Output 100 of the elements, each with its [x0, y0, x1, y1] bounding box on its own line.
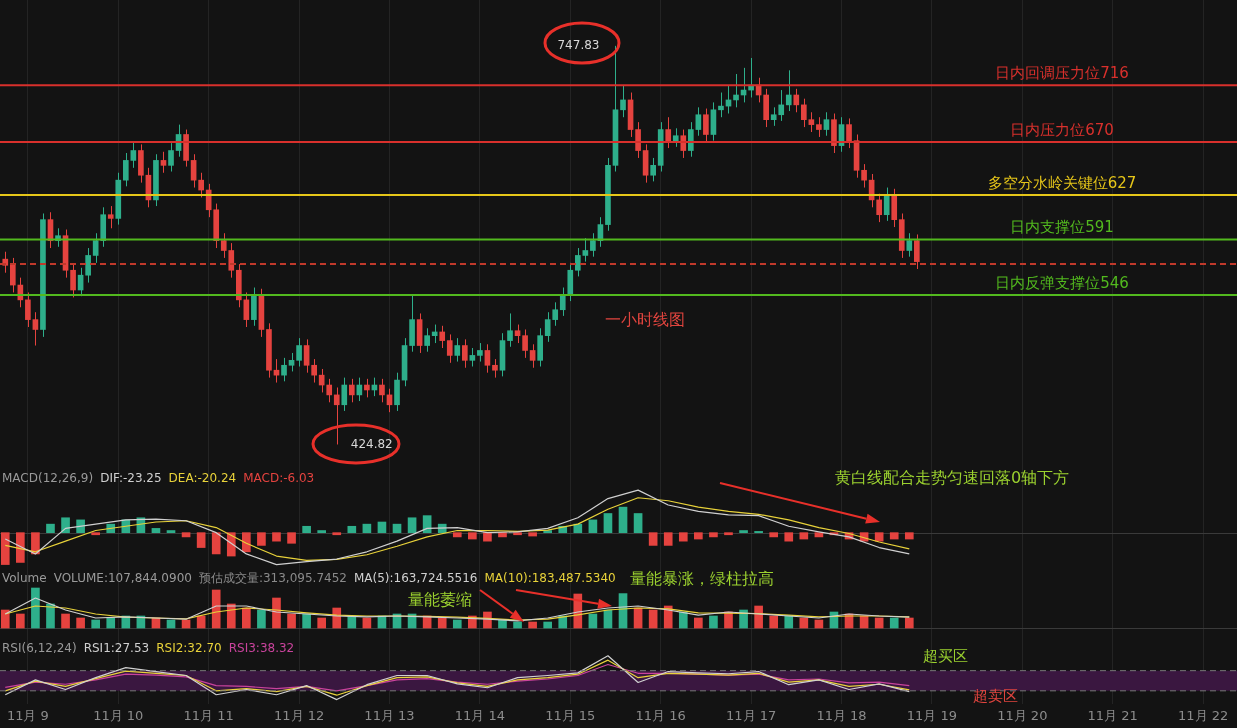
candlestick	[168, 142, 174, 173]
bar	[437, 617, 447, 629]
bar	[874, 532, 884, 542]
text: MA(10):183,487.5340	[484, 571, 616, 586]
x-tick-label: 11月 10	[93, 707, 144, 723]
ref-line-label: 多空分水岭关键位627	[987, 173, 1137, 192]
candlestick	[311, 358, 317, 384]
candlestick	[695, 106, 702, 137]
bar	[302, 613, 311, 629]
candlestick	[800, 98, 807, 128]
candlestick	[635, 121, 641, 159]
bar	[61, 613, 70, 629]
annotation: 一小时线图	[605, 310, 685, 330]
ref-line-label: 超卖区	[972, 686, 1018, 705]
bar	[181, 532, 191, 538]
x-tick-label: 11月 14	[454, 707, 505, 723]
bar	[91, 619, 101, 629]
bar	[106, 617, 116, 629]
bar	[904, 532, 914, 540]
bar	[242, 532, 251, 553]
candlestick	[665, 116, 672, 149]
chart-title: Volume	[2, 571, 47, 586]
candlestick	[861, 163, 867, 189]
bar	[317, 530, 327, 533]
candlestick	[680, 129, 687, 159]
candlestick	[446, 333, 453, 364]
bar	[257, 609, 266, 629]
bar	[618, 506, 628, 533]
candlestick	[514, 324, 521, 344]
candlestick	[439, 325, 446, 349]
candlestick	[733, 73, 739, 108]
bar	[211, 589, 221, 629]
bar	[799, 617, 809, 629]
bar	[784, 615, 794, 629]
candlestick	[477, 342, 483, 363]
bar	[46, 603, 55, 629]
bar	[528, 621, 537, 629]
series-label: VOLUME:107,844.0900	[53, 571, 192, 586]
x-tick-label: 11月 20	[997, 707, 1048, 723]
candlestick	[160, 151, 167, 174]
candlestick	[590, 232, 596, 258]
bar	[76, 617, 85, 629]
x-tick-label: 11月 17	[725, 707, 777, 723]
candlestick	[718, 92, 724, 118]
bar	[31, 587, 40, 629]
bar	[678, 532, 688, 542]
bar	[377, 521, 387, 533]
bar	[588, 519, 598, 533]
bar	[0, 609, 10, 629]
chart-title: RSI(6,12,24)	[2, 641, 77, 656]
bar	[46, 523, 55, 533]
candlestick	[484, 343, 491, 374]
bar	[151, 528, 161, 533]
bar	[528, 532, 537, 537]
candlestick	[122, 152, 129, 187]
series-label: RSI1:27.53	[83, 641, 150, 656]
bar	[211, 532, 221, 555]
bar	[452, 532, 462, 538]
candlestick	[341, 377, 348, 412]
bar	[272, 532, 281, 542]
candlestick	[650, 157, 656, 182]
bar	[663, 532, 673, 546]
bar	[904, 617, 914, 629]
text: DEA:-20.24	[168, 471, 237, 486]
candlestick	[559, 287, 566, 317]
x-tick-label: 11月 13	[364, 707, 415, 723]
bar	[166, 530, 176, 533]
candlestick	[461, 338, 468, 369]
annotation: 747.83	[557, 37, 600, 52]
candlestick	[823, 111, 830, 137]
bar	[543, 621, 553, 629]
annotation: 量能萎缩	[408, 590, 472, 610]
bar	[769, 615, 779, 629]
text: DIF:-23.25	[100, 471, 162, 486]
bar	[302, 525, 311, 533]
bar	[196, 532, 206, 548]
annotation: 量能暴涨，绿柱拉高	[630, 569, 774, 589]
bar	[754, 605, 763, 629]
candlestick	[687, 121, 694, 158]
text: 预估成交量:313,095.7452	[198, 571, 347, 586]
bar	[799, 532, 809, 540]
candlestick	[529, 343, 536, 369]
candlestick	[574, 247, 581, 277]
candlestick	[379, 378, 385, 403]
candlestick	[469, 347, 476, 368]
bar	[724, 532, 733, 536]
bar	[16, 532, 25, 563]
candlestick	[318, 368, 325, 393]
ref-line-label: 日内反弹支撑位546	[995, 273, 1129, 292]
candlestick	[703, 108, 709, 143]
bar	[242, 607, 251, 629]
candlestick	[281, 357, 287, 382]
candlestick	[70, 263, 76, 298]
bar	[889, 532, 899, 540]
ref-line-label: 超买区	[922, 646, 968, 665]
annotation: 424.82	[350, 436, 393, 451]
candlestick	[107, 205, 114, 229]
candlestick	[883, 187, 890, 222]
bar	[483, 532, 492, 542]
candlestick	[364, 378, 370, 398]
